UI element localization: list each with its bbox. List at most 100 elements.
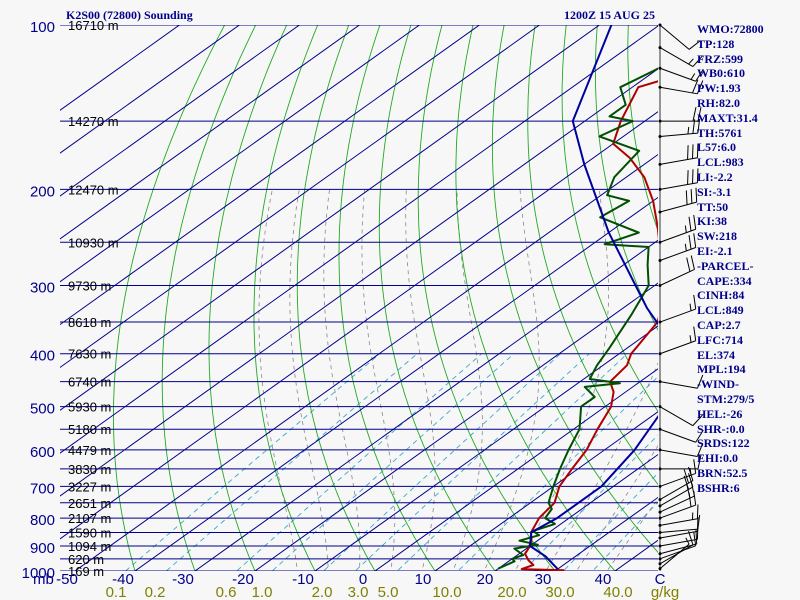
wind-barb-12 bbox=[658, 459, 697, 488]
wind-barb-28 bbox=[658, 79, 704, 95]
isotherm--10 bbox=[314, 325, 658, 571]
temp-tick-3: -20 bbox=[232, 571, 254, 588]
moist-adiabat-10 bbox=[405, 189, 436, 571]
wind-barb-25 bbox=[658, 143, 699, 166]
mixing-tick-1: 0.2 bbox=[145, 584, 166, 600]
moist-adiabat-30 bbox=[545, 362, 658, 571]
mixing-ratio-5 bbox=[396, 353, 628, 571]
moist-adiabat-0 bbox=[323, 189, 361, 571]
temp-tick-5: 0 bbox=[359, 571, 367, 588]
index-line-27: SHR-:0.0 bbox=[697, 421, 745, 436]
index-line-10: LI:-2.2 bbox=[697, 170, 733, 184]
index-line-17: CAPE:334 bbox=[697, 273, 752, 288]
moist-adiabat-35 bbox=[576, 445, 658, 571]
moist-adiabats bbox=[258, 189, 658, 571]
index-line-11: SI:-3.1 bbox=[697, 184, 732, 199]
height-label-200: 12470 m bbox=[68, 182, 119, 197]
mixing-ratio-2 bbox=[322, 353, 561, 571]
isotherm--80 bbox=[60, 25, 658, 454]
index-line-30: BRN:52.5 bbox=[697, 466, 748, 480]
chart-header: K2S00 (72800) Sounding 1200Z 15 AUG 25 bbox=[66, 8, 655, 22]
mixing-ratio-lines bbox=[124, 353, 658, 571]
isotherm--70 bbox=[60, 68, 658, 497]
dry-adiabat--30 bbox=[161, 25, 257, 571]
wind-barb-4 bbox=[658, 525, 699, 548]
wind-barb-19 bbox=[658, 294, 697, 324]
wind-barb-23 bbox=[658, 187, 698, 214]
height-label-150: 14270 m bbox=[68, 114, 119, 129]
pressure-unit-label: mb bbox=[33, 571, 54, 588]
height-label-900: 1094 m bbox=[68, 539, 111, 554]
wind-barb-18 bbox=[658, 326, 697, 356]
mixing-tick-2: 0.6 bbox=[216, 584, 237, 600]
isotherm--60 bbox=[60, 111, 658, 540]
moist-adiabat-5 bbox=[361, 189, 396, 571]
wind-barb-26 bbox=[658, 118, 701, 138]
mixing-tick-4: 2.0 bbox=[312, 584, 333, 600]
temp-tick-2: -30 bbox=[172, 571, 194, 588]
height-label-300: 9730 m bbox=[68, 279, 111, 294]
isotherm--110 bbox=[60, 25, 481, 326]
wind-barb-6 bbox=[658, 514, 701, 534]
index-line-23: MPL:194 bbox=[697, 362, 746, 377]
dry-adiabat-30 bbox=[417, 25, 556, 571]
temp-tick-4: -10 bbox=[292, 571, 314, 588]
index-line-0: WMO:72800 bbox=[697, 22, 764, 36]
isotherm--20 bbox=[254, 282, 658, 571]
wind-barb-8 bbox=[658, 490, 697, 520]
mixing-ratio-1 bbox=[271, 353, 515, 571]
pressure-label-900: 900 bbox=[30, 540, 55, 557]
temp-tick-1: -40 bbox=[112, 571, 134, 588]
index-line-28: SRDS:122 bbox=[697, 436, 750, 451]
wind-barb-13 bbox=[658, 454, 702, 471]
mixing-ratio-0.1 bbox=[124, 353, 381, 571]
dry-adiabats bbox=[113, 25, 658, 571]
isotherm--30 bbox=[194, 239, 658, 571]
pressure-label-100: 100 bbox=[30, 19, 55, 36]
height-label-600: 4479 m bbox=[68, 443, 111, 458]
moist-adiabat-20 bbox=[483, 189, 540, 571]
height-label-550: 5180 m bbox=[68, 422, 111, 437]
isotherm--40 bbox=[134, 196, 658, 571]
mixing-tick-8: 20.0 bbox=[497, 584, 526, 600]
isotherm--160 bbox=[60, 25, 181, 111]
index-line-13: KI:38 bbox=[697, 214, 727, 229]
pressure-label-300: 300 bbox=[30, 280, 55, 297]
isotherm--90 bbox=[60, 25, 601, 411]
mixing-tick-0: 0.1 bbox=[106, 584, 127, 600]
mixing-ratio-30 bbox=[562, 472, 658, 571]
index-line-14: SW:218 bbox=[697, 229, 738, 244]
isotherm-20 bbox=[494, 453, 658, 571]
isotherm--140 bbox=[60, 25, 301, 197]
mixing-ratio-3 bbox=[354, 353, 590, 571]
index-line-8: L57:6.0 bbox=[697, 140, 736, 155]
pressure-label-500: 500 bbox=[30, 401, 55, 418]
index-line-5: RH:82.0 bbox=[697, 96, 740, 110]
dry-adiabat-60 bbox=[527, 25, 658, 486]
mixing-ratio-10 bbox=[457, 376, 658, 571]
wind-barb-24 bbox=[658, 168, 699, 191]
wind-barbs bbox=[658, 23, 704, 571]
isotherm--120 bbox=[60, 25, 421, 283]
dry-adiabat-0 bbox=[296, 25, 376, 571]
wind-barb-11 bbox=[658, 466, 694, 502]
temp-tick-7: 20 bbox=[477, 571, 494, 588]
index-line-19: LCL:849 bbox=[697, 303, 744, 318]
mixing-tick-11: g/kg bbox=[651, 584, 679, 600]
wind-barb-29 bbox=[658, 66, 704, 82]
wind-barb-17 bbox=[658, 374, 704, 389]
height-label-950: 620 m bbox=[68, 552, 104, 567]
index-line-26: HEL:-26 bbox=[697, 406, 743, 421]
index-line-6: MAXT:31.4 bbox=[697, 110, 758, 125]
wind-barb-22 bbox=[658, 215, 697, 244]
isotherm--130 bbox=[60, 25, 361, 240]
mixing-ratio-0.6 bbox=[236, 353, 482, 571]
mixing-tick-5: 3.0 bbox=[348, 584, 369, 600]
height-label-350: 8618 m bbox=[68, 315, 111, 330]
index-line-31: BSHR:6 bbox=[697, 480, 740, 495]
height-label-500: 5930 m bbox=[68, 400, 111, 415]
isotherm--100 bbox=[60, 25, 541, 369]
trace-dewpoint bbox=[497, 67, 658, 570]
